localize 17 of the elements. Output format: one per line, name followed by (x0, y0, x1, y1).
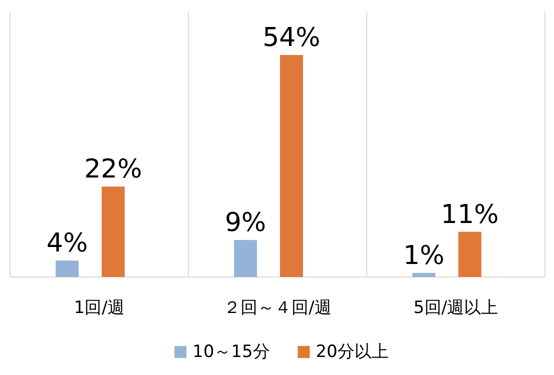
x-tick-label: 5回/週以上 (414, 298, 498, 318)
bar (458, 232, 482, 277)
data-label: 11% (440, 200, 499, 230)
bar (102, 186, 125, 277)
x-tick-label: 1回/週 (74, 298, 124, 318)
data-label: 1% (403, 240, 444, 271)
bar (412, 272, 436, 277)
data-label: 4% (46, 228, 88, 259)
bar (234, 240, 257, 277)
bar (280, 55, 303, 277)
legend-label: 20分以上 (316, 342, 388, 362)
data-label: 22% (84, 154, 142, 185)
bar (56, 260, 79, 277)
data-label: 9% (224, 208, 266, 238)
legend-label: 10～15分 (192, 342, 270, 362)
x-tick-label: ２回～４回/週 (224, 298, 332, 318)
data-label: 54% (262, 23, 320, 53)
